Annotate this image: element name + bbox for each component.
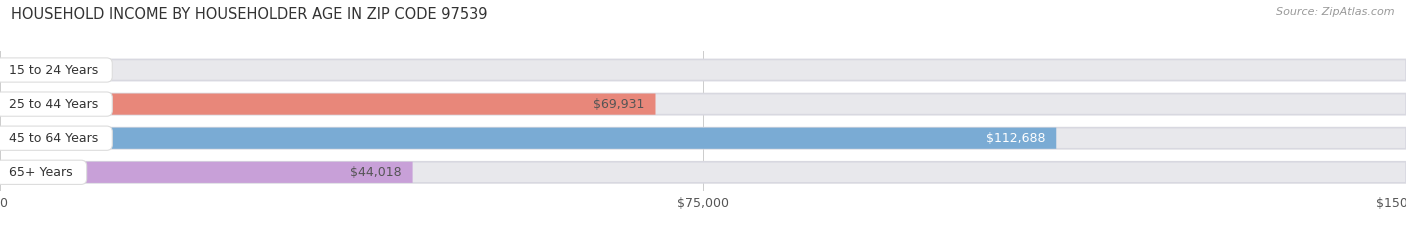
Text: $112,688: $112,688 <box>986 132 1045 145</box>
Text: 15 to 24 Years: 15 to 24 Years <box>1 64 107 76</box>
Text: 25 to 44 Years: 25 to 44 Years <box>1 98 107 111</box>
FancyBboxPatch shape <box>0 128 1406 149</box>
FancyBboxPatch shape <box>0 162 412 183</box>
FancyBboxPatch shape <box>0 128 1056 149</box>
Text: 65+ Years: 65+ Years <box>1 166 82 179</box>
FancyBboxPatch shape <box>0 162 1406 183</box>
FancyBboxPatch shape <box>0 93 655 115</box>
Text: $69,931: $69,931 <box>593 98 644 111</box>
FancyBboxPatch shape <box>0 93 1406 115</box>
Text: $0: $0 <box>11 64 27 76</box>
FancyBboxPatch shape <box>0 59 1406 81</box>
Text: $44,018: $44,018 <box>350 166 401 179</box>
Text: 45 to 64 Years: 45 to 64 Years <box>1 132 107 145</box>
Text: HOUSEHOLD INCOME BY HOUSEHOLDER AGE IN ZIP CODE 97539: HOUSEHOLD INCOME BY HOUSEHOLDER AGE IN Z… <box>11 7 488 22</box>
Text: Source: ZipAtlas.com: Source: ZipAtlas.com <box>1277 7 1395 17</box>
